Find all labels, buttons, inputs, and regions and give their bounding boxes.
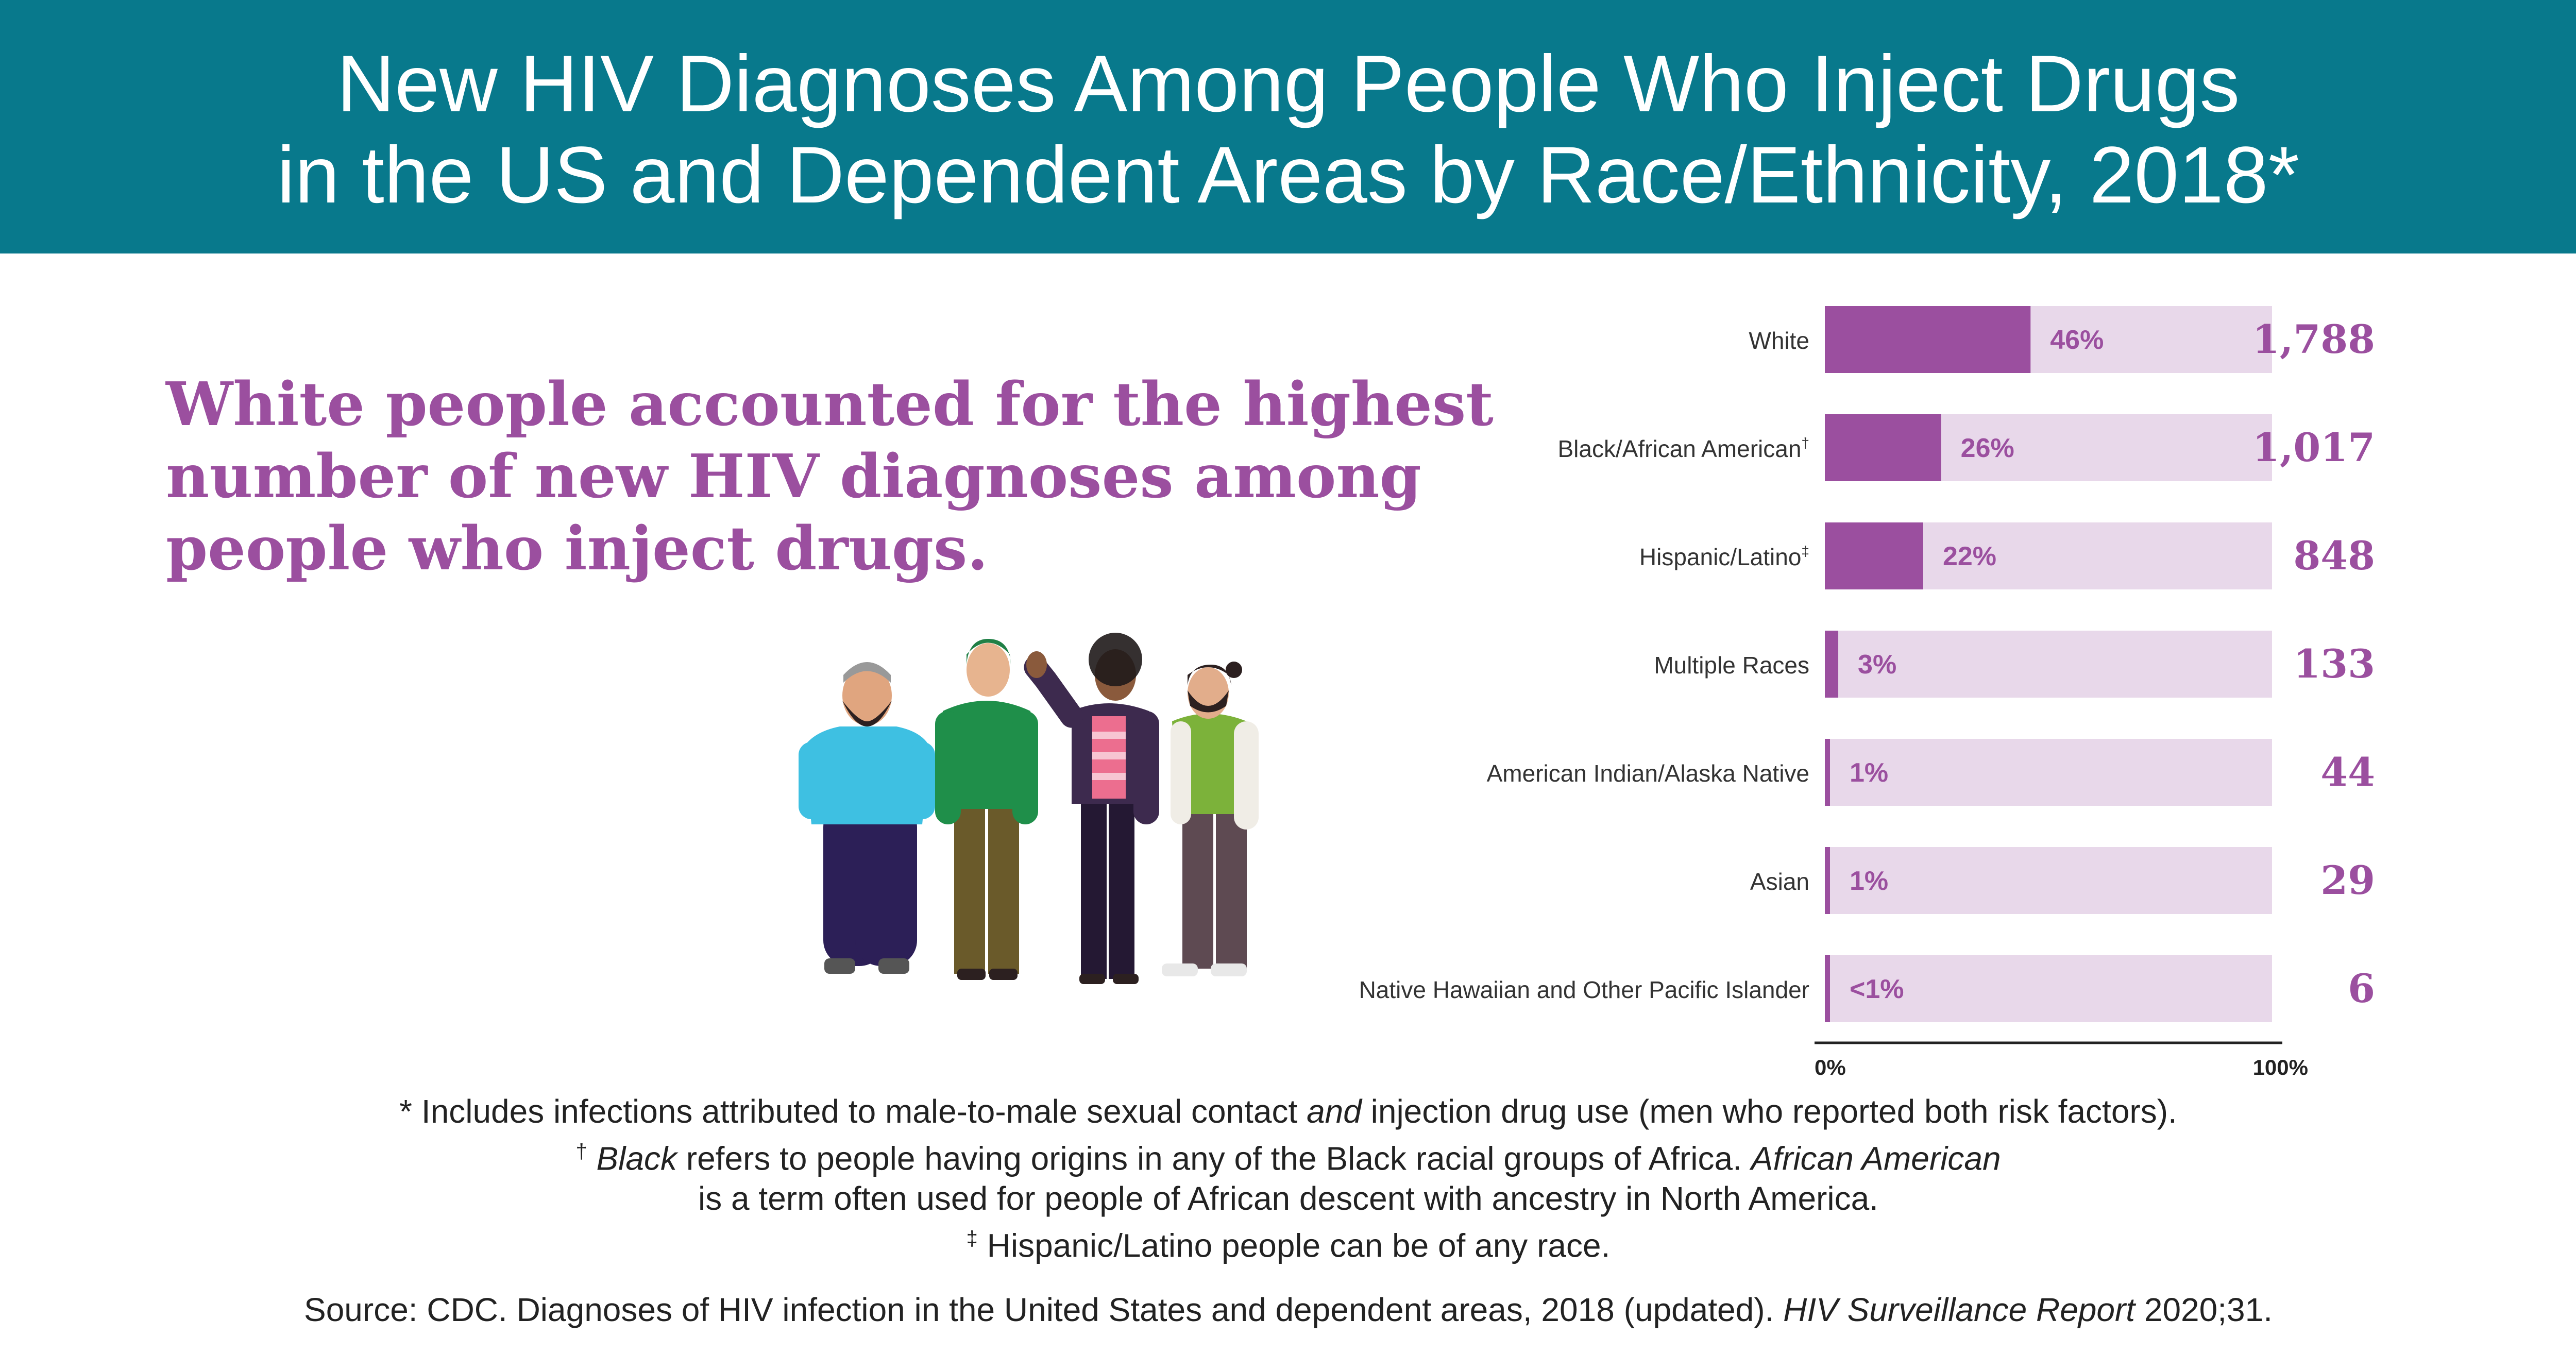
count-label: 1,788 — [2252, 316, 2375, 362]
bar-value — [1825, 522, 1923, 589]
footnotes: * Includes infections attributed to male… — [0, 1091, 2576, 1266]
chart-title-line-1: New HIV Diagnoses Among People Who Injec… — [336, 39, 2240, 129]
footnote-dagger-text-b: Black — [596, 1140, 677, 1177]
percent-label: 26% — [1961, 433, 2014, 463]
percent-label: <1% — [1850, 974, 1904, 1004]
bar-value — [1825, 739, 1830, 806]
footnote-dagger: † Black refers to people having origins … — [0, 1131, 2576, 1178]
source-citation: Source: CDC. Diagnoses of HIV infection … — [0, 1290, 2576, 1330]
title-banner: New HIV Diagnoses Among People Who Injec… — [0, 0, 2576, 253]
headline-line-1: White people accounted for the highest — [166, 369, 1494, 439]
bar-value — [1825, 955, 1830, 1022]
percent-label: 22% — [1943, 542, 1996, 571]
category-label: White — [1749, 327, 1809, 354]
footnote-double-dagger-mark: ‡ — [966, 1227, 978, 1250]
footnote-asterisk-text-b: and — [1307, 1093, 1362, 1130]
footnote-dagger-text-d: African American — [1751, 1140, 2001, 1177]
bar-track — [1825, 739, 2272, 806]
category-footnote-mark: ‡ — [1801, 543, 1809, 559]
category-label: Multiple Races — [1654, 652, 1809, 679]
percent-label: 1% — [1850, 758, 1888, 788]
footnote-double-dagger: ‡ Hispanic/Latino people can be of any r… — [0, 1219, 2576, 1265]
category-label: Native Hawaiian and Other Pacific Island… — [1359, 976, 1809, 1003]
bar-value — [1825, 306, 2031, 373]
footnote-dagger-line-2: is a term often used for people of Afric… — [698, 1180, 1878, 1217]
source-prefix: Source: CDC. Diagnoses of HIV infection … — [304, 1291, 1784, 1328]
percent-label: 46% — [2050, 325, 2104, 355]
bar-value — [1825, 414, 1941, 481]
x-tick-label: 100% — [2253, 1055, 2308, 1079]
category-label: Asian — [1750, 868, 1809, 895]
bar-track — [1825, 847, 2272, 914]
count-label: 1,017 — [2252, 425, 2375, 470]
count-label: 848 — [2293, 533, 2375, 579]
percent-label: 3% — [1858, 650, 1896, 680]
category-label: Black/African American† — [1557, 435, 1809, 462]
bar-value — [1825, 631, 1839, 698]
footnote-asterisk-text-a: * Includes infections attributed to male… — [399, 1093, 1307, 1130]
headline: White people accounted for the highest n… — [166, 368, 1494, 585]
footnote-asterisk-text-c: injection drug use (men who reported bot… — [1361, 1093, 2177, 1130]
x-tick-label: 0% — [1815, 1055, 1846, 1079]
count-label: 29 — [2320, 857, 2375, 903]
headline-line-3: people who inject drugs. — [166, 514, 988, 584]
count-label: 133 — [2293, 641, 2375, 687]
chart-title-line-2: in the US and Dependent Areas by Race/Et… — [277, 130, 2300, 220]
category-footnote-mark: † — [1801, 435, 1809, 451]
footnote-dagger-text-c: refers to people having origins in any o… — [676, 1140, 1751, 1177]
bar-track — [1825, 955, 2272, 1022]
bar-value — [1825, 847, 1830, 914]
count-label: 44 — [2320, 749, 2375, 795]
source-journal: HIV Surveillance Report — [1783, 1291, 2136, 1328]
headline-line-2: number of new HIV diagnoses among — [166, 442, 1421, 512]
footnote-asterisk: * Includes infections attributed to male… — [0, 1091, 2576, 1131]
percent-label: 1% — [1850, 866, 1888, 896]
category-label: American Indian/Alaska Native — [1487, 760, 1809, 787]
footnote-double-dagger-text: Hispanic/Latino people can be of any rac… — [977, 1227, 1611, 1264]
source-suffix: 2020;31. — [2135, 1291, 2273, 1328]
count-label: 6 — [2348, 966, 2375, 1011]
footnote-dagger-mark: † — [575, 1140, 587, 1163]
category-label: Hispanic/Latino‡ — [1639, 543, 1809, 570]
bar-track — [1825, 631, 2272, 698]
